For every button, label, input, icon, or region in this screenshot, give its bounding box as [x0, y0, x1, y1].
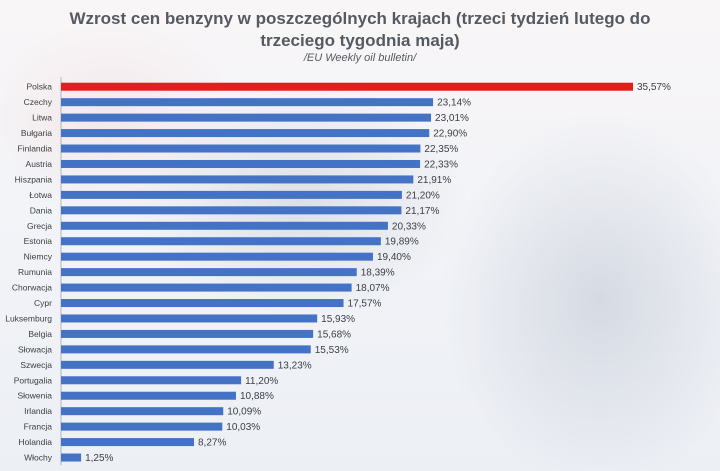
- category-label: Niemcy: [24, 252, 53, 262]
- value-label: 21,91%: [417, 175, 451, 186]
- value-label: 20,33%: [392, 221, 426, 232]
- bar: [61, 129, 430, 138]
- category-label: Luksemburg: [5, 313, 52, 323]
- category-label: Estonia: [24, 236, 53, 246]
- category-label: Bułgaria: [21, 128, 52, 138]
- value-label: 18,07%: [356, 283, 390, 294]
- bar: [61, 376, 242, 385]
- value-label: 10,03%: [226, 422, 260, 433]
- category-label: Irlandia: [24, 406, 52, 416]
- category-label: Austria: [26, 159, 53, 169]
- value-label: 10,09%: [227, 407, 261, 418]
- category-label: Belgia: [28, 329, 52, 339]
- value-label: 22,90%: [433, 129, 467, 140]
- value-label: 35,57%: [637, 82, 671, 93]
- category-label: Czechy: [24, 97, 53, 107]
- bar: [61, 407, 224, 416]
- bar: [61, 221, 388, 230]
- category-label: Szwecja: [20, 360, 52, 370]
- bar: [61, 175, 414, 184]
- bar: [61, 438, 194, 447]
- bar: [61, 206, 402, 215]
- bar: [61, 144, 421, 153]
- value-label: 19,40%: [377, 252, 411, 263]
- chart-title: Wzrost cen benzyny w poszczególnych kraj…: [0, 8, 720, 52]
- value-label: 22,35%: [424, 144, 458, 155]
- category-label: Grecja: [27, 221, 52, 231]
- category-label: Dania: [30, 205, 52, 215]
- value-label: 17,57%: [348, 299, 382, 310]
- value-label: 13,23%: [278, 360, 312, 371]
- bar: [61, 113, 432, 122]
- category-label: Włochy: [24, 453, 53, 463]
- bar: [61, 345, 311, 354]
- value-label: 11,20%: [245, 376, 278, 387]
- category-label: Cypr: [34, 298, 52, 308]
- bar: [61, 329, 314, 338]
- value-label: 21,20%: [406, 190, 440, 201]
- category-label: Portugalia: [14, 375, 53, 385]
- bar: [61, 422, 223, 431]
- category-label: Słowacja: [18, 344, 52, 354]
- category-label: Francja: [24, 422, 53, 432]
- value-label: 22,33%: [424, 159, 458, 170]
- value-label: 18,39%: [361, 268, 395, 279]
- bar: [61, 283, 352, 292]
- value-label: 1,25%: [85, 453, 113, 464]
- bar: [61, 237, 381, 246]
- bar: [61, 299, 344, 308]
- value-label: 15,53%: [315, 345, 349, 356]
- category-label: Finlandia: [18, 144, 53, 154]
- bar: [61, 360, 274, 369]
- category-label: Holandia: [18, 437, 52, 447]
- category-label: Chorwacja: [12, 283, 52, 293]
- bar: [61, 453, 82, 462]
- value-label: 21,17%: [405, 206, 439, 217]
- bar: [61, 159, 421, 168]
- chart-subtitle: /EU Weekly oil bulletin/: [303, 52, 417, 64]
- category-label: Rumunia: [18, 267, 52, 277]
- category-label: Litwa: [32, 113, 52, 123]
- value-label: 15,68%: [317, 329, 351, 340]
- bar: [61, 190, 402, 199]
- chart-title-line-1: Wzrost cen benzyny w poszczególnych kraj…: [69, 9, 651, 28]
- category-label: Hiszpania: [15, 174, 53, 184]
- value-label: 10,88%: [240, 391, 274, 402]
- bar: [61, 252, 373, 261]
- bar: [61, 391, 236, 400]
- category-label: Łotwa: [29, 190, 52, 200]
- value-label: 23,14%: [437, 98, 471, 109]
- bar: [61, 314, 318, 323]
- category-label: Słowenia: [18, 391, 53, 401]
- chart-title-line-2: trzeciego tygodnia maja): [260, 31, 460, 50]
- value-label: 19,89%: [385, 237, 419, 248]
- category-label: Polska: [26, 82, 52, 92]
- bar: [61, 268, 357, 277]
- bar: [61, 98, 434, 107]
- value-label: 8,27%: [198, 438, 226, 449]
- value-label: 15,93%: [321, 314, 355, 325]
- bar-highlighted: [61, 82, 633, 91]
- value-label: 23,01%: [435, 113, 469, 124]
